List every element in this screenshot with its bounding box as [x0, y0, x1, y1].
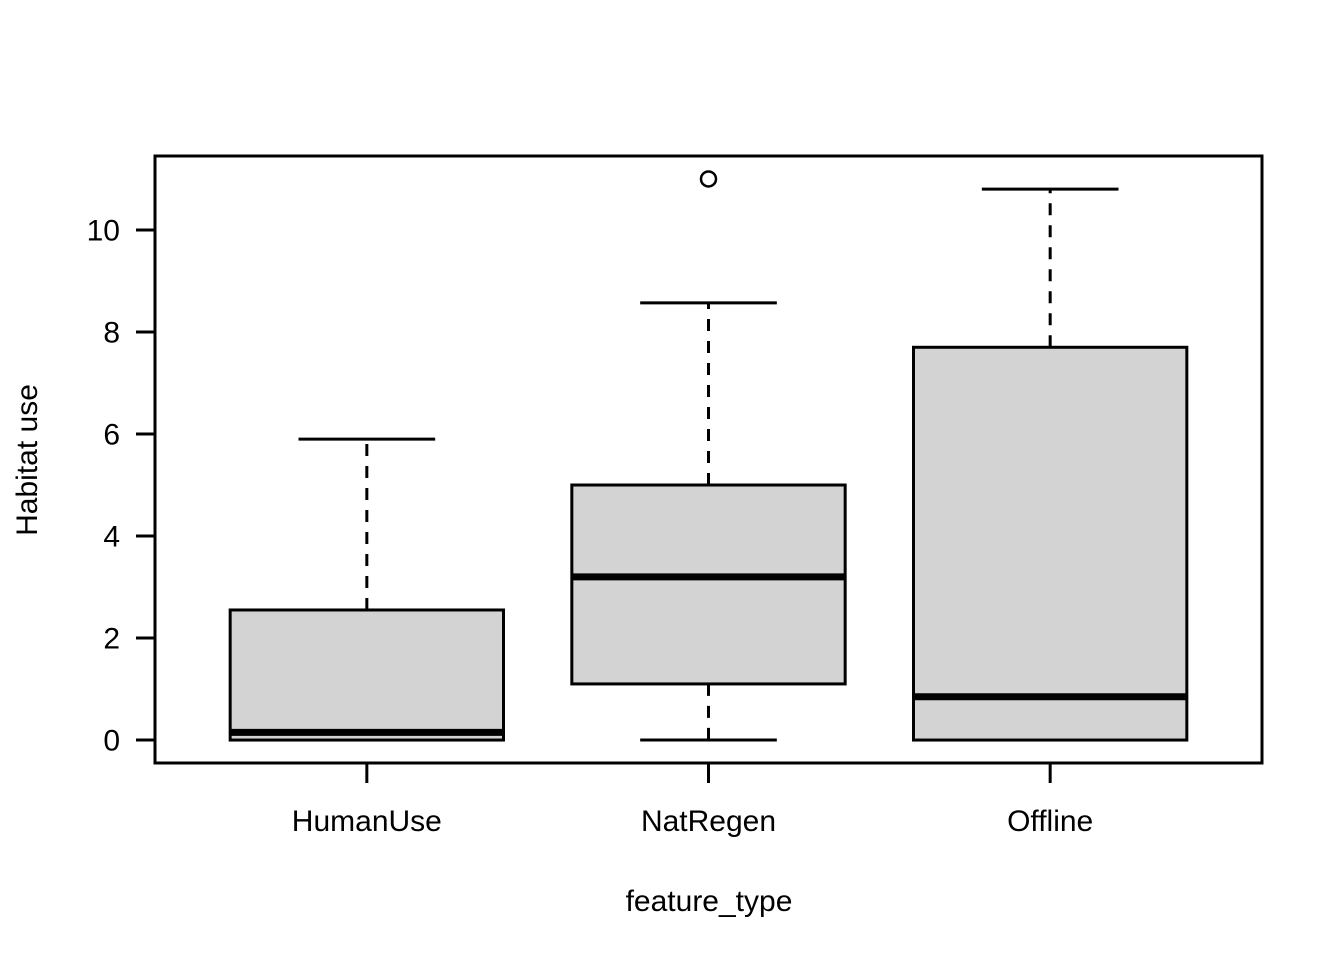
- boxes-layer: [228, 170, 1189, 742]
- x-tick-label-natregen: NatRegen: [641, 805, 776, 838]
- plot-frame: [153, 154, 1264, 765]
- box-natregen: [570, 483, 847, 686]
- y-tick-label-4: 4: [103, 521, 120, 554]
- y-axis-title: Habitat use: [11, 384, 44, 536]
- y-tick-label-6: 6: [103, 418, 120, 451]
- y-tick-label-8: 8: [103, 316, 120, 349]
- y-tick-label-2: 2: [103, 623, 120, 656]
- x-tick-label-humanuse: HumanUse: [292, 805, 442, 838]
- box-offline: [912, 345, 1189, 742]
- x-axis-title: feature_type: [626, 885, 793, 918]
- y-tick-label-10: 10: [87, 214, 120, 247]
- y-tick-label-0: 0: [103, 725, 120, 758]
- x-tick-label-offline: Offline: [1007, 805, 1093, 838]
- box-humanuse: [228, 608, 506, 742]
- outlier-point-natregen: [699, 170, 718, 188]
- axes-layer: HumanUse NatRegen Offline 0 2 4 6 8 10: [87, 214, 1094, 838]
